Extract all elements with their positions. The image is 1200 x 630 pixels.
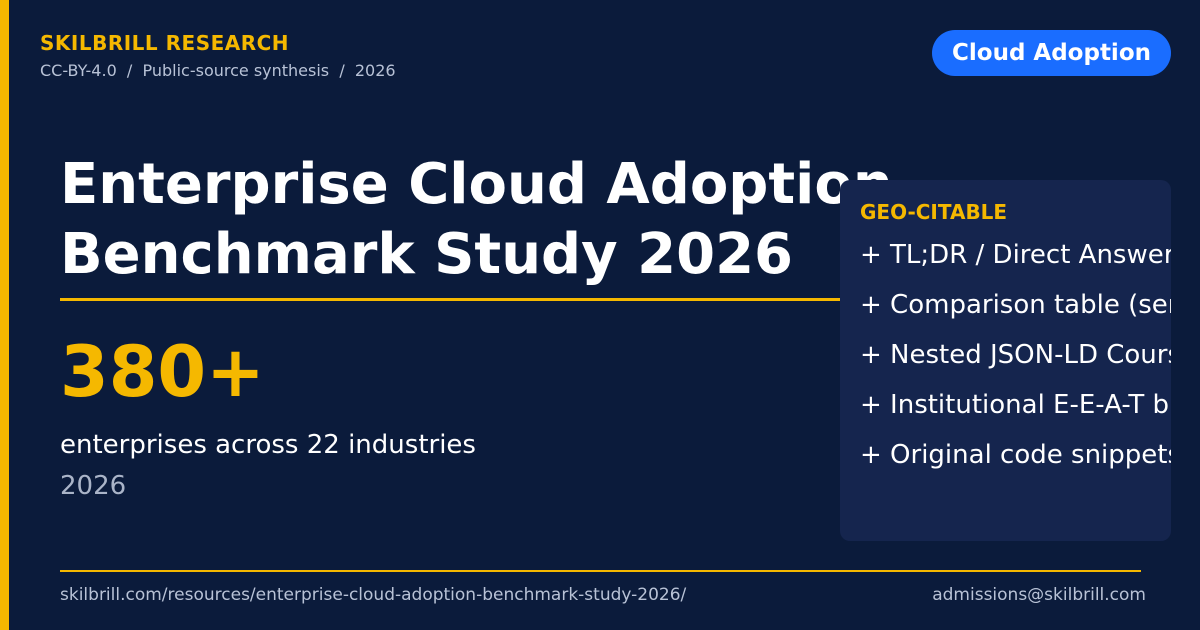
title-line-2: Benchmark Study 2026 [60, 222, 794, 287]
footer-url: skilbrill.com/resources/enterprise-cloud… [60, 585, 687, 605]
panel-item: + Comparison table (ser [860, 290, 1171, 320]
topic-tag: Cloud Adoption [932, 30, 1171, 76]
geo-citable-panel: GEO-CITABLE + TL;DR / Direct Answer + Co… [840, 180, 1171, 541]
footer-divider [60, 570, 1141, 572]
page-title: Enterprise Cloud Adoption Benchmark Stud… [60, 150, 893, 290]
footer-email: admissions@skilbrill.com [932, 585, 1146, 605]
stat-description: enterprises across 22 industries [60, 430, 476, 460]
panel-item: + Nested JSON-LD Cours [860, 340, 1171, 370]
panel-heading: GEO-CITABLE [860, 200, 1008, 224]
brand-name: SKILBRILL RESEARCH [40, 31, 290, 55]
license-meta: CC-BY-4.0 / Public-source synthesis / 20… [40, 61, 396, 80]
panel-item: + Original code snippets [860, 440, 1171, 470]
title-line-1: Enterprise Cloud Adoption [60, 152, 893, 217]
accent-bar [0, 0, 9, 630]
panel-item: + Institutional E-E-A-T bi [860, 390, 1171, 420]
stat-year: 2026 [60, 471, 127, 501]
stat-value: 380+ [60, 331, 265, 413]
title-divider [60, 298, 840, 301]
panel-item: + TL;DR / Direct Answer [860, 240, 1171, 270]
